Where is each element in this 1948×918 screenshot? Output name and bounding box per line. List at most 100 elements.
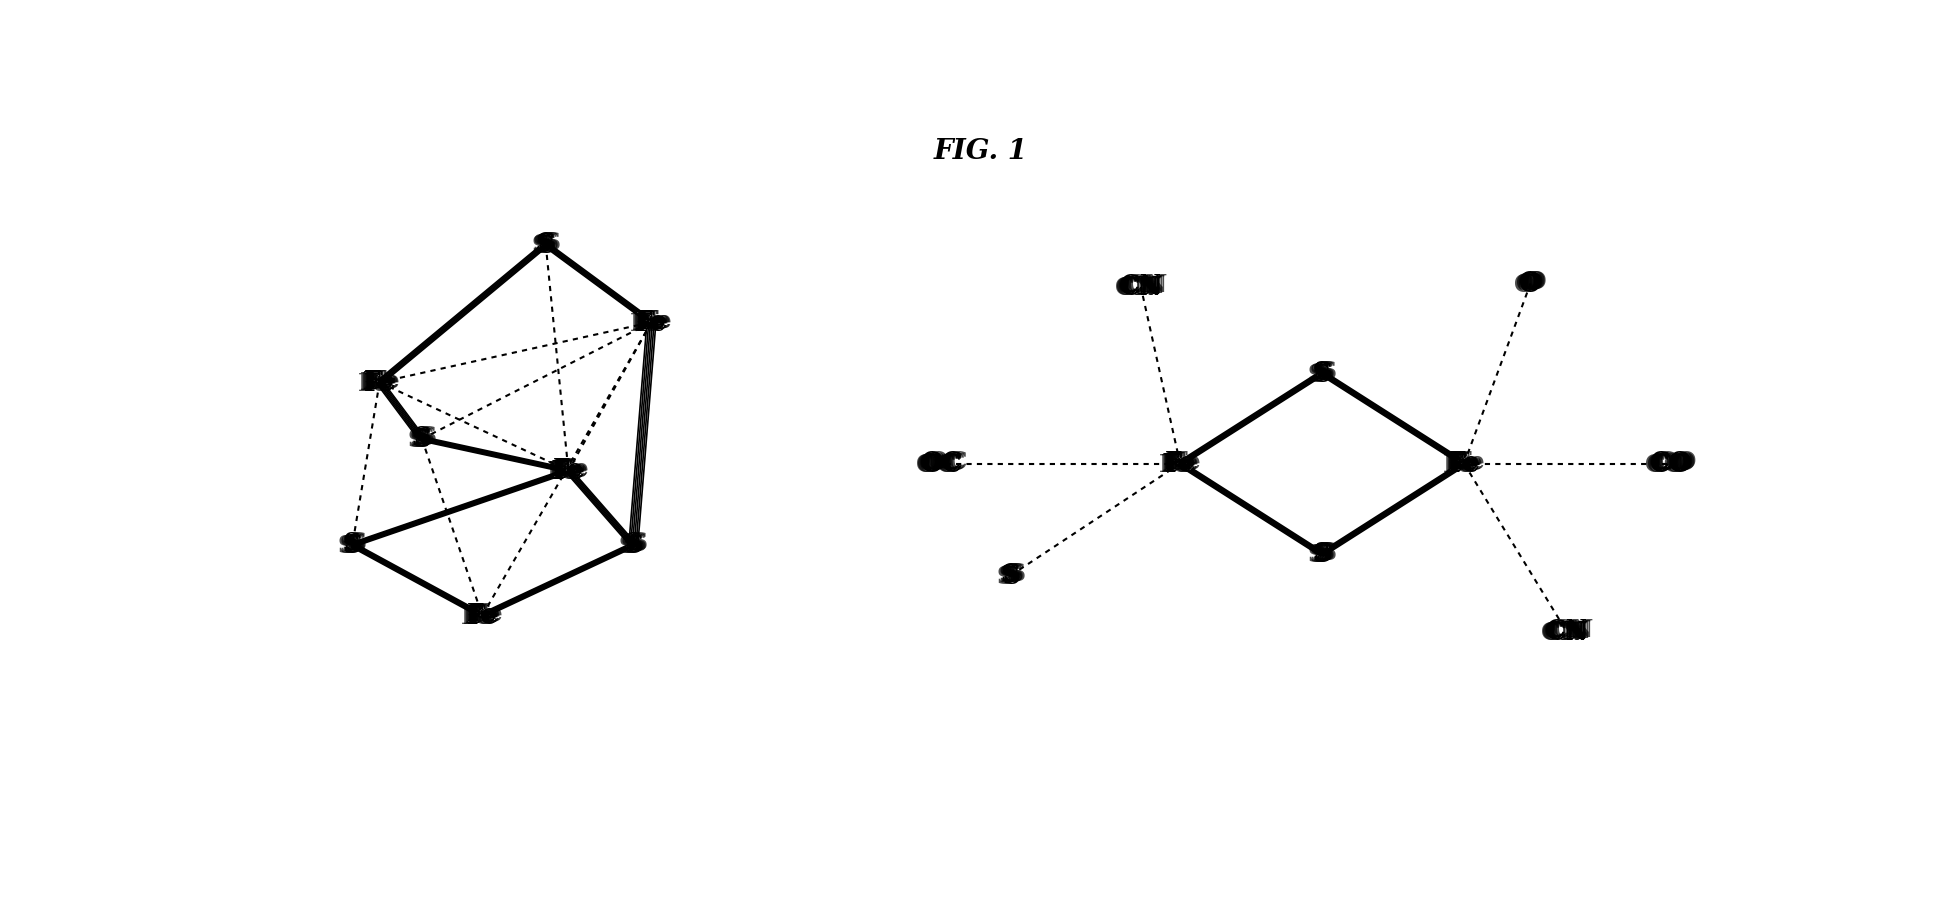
Text: OC: OC (918, 453, 956, 476)
Text: S: S (995, 565, 1013, 588)
Text: S: S (415, 427, 431, 451)
Text: S: S (1313, 361, 1330, 385)
Text: S: S (542, 231, 559, 255)
Text: S: S (1311, 362, 1327, 386)
Text: CN: CN (1549, 620, 1590, 644)
Text: Fe: Fe (641, 309, 670, 333)
Text: Fe: Fe (553, 459, 582, 483)
Text: CN: CN (1122, 274, 1161, 299)
Text: Fe: Fe (1159, 453, 1190, 476)
Text: S: S (1001, 564, 1019, 588)
Text: Fe: Fe (555, 458, 586, 482)
Text: O: O (1517, 272, 1539, 296)
Text: Fe: Fe (466, 604, 497, 628)
Text: Fe: Fe (1165, 452, 1196, 476)
Text: CO: CO (1650, 450, 1689, 475)
Text: Fe: Fe (1165, 452, 1194, 476)
Text: O: O (1521, 272, 1541, 296)
Text: CO: CO (1650, 452, 1689, 476)
Text: Fe: Fe (1163, 452, 1194, 476)
Text: Fe: Fe (551, 459, 582, 483)
Text: S: S (419, 425, 436, 450)
Text: S: S (413, 429, 431, 453)
Text: Fe: Fe (631, 311, 662, 335)
Text: Fe: Fe (635, 310, 666, 334)
Text: S: S (618, 534, 635, 558)
Text: O: O (1519, 272, 1541, 296)
Text: Fe: Fe (629, 311, 660, 336)
Text: Fe: Fe (551, 459, 582, 483)
Text: S: S (543, 231, 559, 255)
Text: S: S (1309, 362, 1325, 386)
Text: Fe: Fe (553, 457, 582, 481)
Text: Fe: Fe (473, 602, 503, 626)
Text: S: S (337, 534, 355, 558)
Text: S: S (1001, 562, 1019, 586)
Text: Fe: Fe (547, 460, 577, 484)
Text: S: S (343, 532, 360, 557)
Text: CN: CN (1539, 621, 1580, 645)
Text: CN: CN (1547, 620, 1586, 644)
Text: S: S (1313, 542, 1330, 565)
Text: CN: CN (1545, 620, 1584, 644)
Text: CN: CN (1120, 274, 1161, 297)
Text: Fe: Fe (468, 603, 497, 628)
Text: S: S (1313, 361, 1330, 386)
Text: S: S (1001, 564, 1017, 588)
Text: CN: CN (1541, 621, 1582, 644)
Text: OC: OC (921, 452, 960, 476)
Text: Fe: Fe (464, 604, 495, 628)
Text: Fe: Fe (362, 371, 392, 395)
Text: Fe: Fe (1447, 452, 1479, 476)
Text: S: S (625, 532, 643, 557)
Text: O: O (1525, 270, 1547, 294)
Text: S: S (1315, 542, 1332, 565)
Text: CO: CO (1652, 452, 1691, 476)
Text: Fe: Fe (362, 371, 393, 395)
Text: Fe: Fe (553, 459, 582, 483)
Text: S: S (413, 427, 431, 451)
Text: Fe: Fe (553, 460, 582, 484)
Text: CO: CO (1644, 453, 1683, 477)
Text: S: S (631, 532, 647, 555)
Text: S: S (1005, 563, 1021, 587)
Text: CN: CN (1120, 275, 1159, 299)
Text: S: S (538, 234, 553, 258)
Text: OC: OC (925, 451, 964, 475)
Text: Fe: Fe (557, 458, 588, 482)
Text: Fe: Fe (368, 369, 399, 393)
Text: S: S (1313, 543, 1330, 567)
Text: S: S (629, 532, 647, 556)
Text: S: S (534, 233, 551, 257)
Text: S: S (407, 429, 425, 453)
Text: Fe: Fe (364, 369, 395, 393)
Text: Fe: Fe (469, 603, 501, 627)
Text: Fe: Fe (366, 370, 395, 395)
Text: OC: OC (923, 452, 962, 476)
Text: S: S (532, 233, 549, 257)
Text: S: S (1307, 363, 1325, 386)
Text: CN: CN (1118, 275, 1157, 299)
Text: Fe: Fe (468, 603, 499, 627)
Text: OC: OC (921, 453, 960, 477)
Text: S: S (538, 232, 553, 256)
Text: S: S (415, 426, 432, 450)
Text: S: S (538, 231, 553, 255)
Text: S: S (345, 532, 362, 556)
Text: S: S (621, 533, 639, 557)
Text: Fe: Fe (637, 310, 668, 334)
Text: S: S (1003, 564, 1021, 588)
Text: OC: OC (923, 451, 962, 475)
Text: S: S (536, 232, 553, 257)
Text: S: S (538, 232, 555, 256)
Text: S: S (999, 564, 1017, 588)
Text: Fe: Fe (635, 311, 666, 336)
Text: Fe: Fe (1447, 450, 1479, 475)
Text: S: S (409, 428, 427, 452)
Text: S: S (625, 532, 643, 556)
Text: Fe: Fe (1451, 451, 1480, 475)
Text: O: O (1521, 271, 1543, 295)
Text: S: S (351, 532, 366, 555)
Text: O: O (1519, 272, 1541, 296)
Text: S: S (1001, 564, 1019, 588)
